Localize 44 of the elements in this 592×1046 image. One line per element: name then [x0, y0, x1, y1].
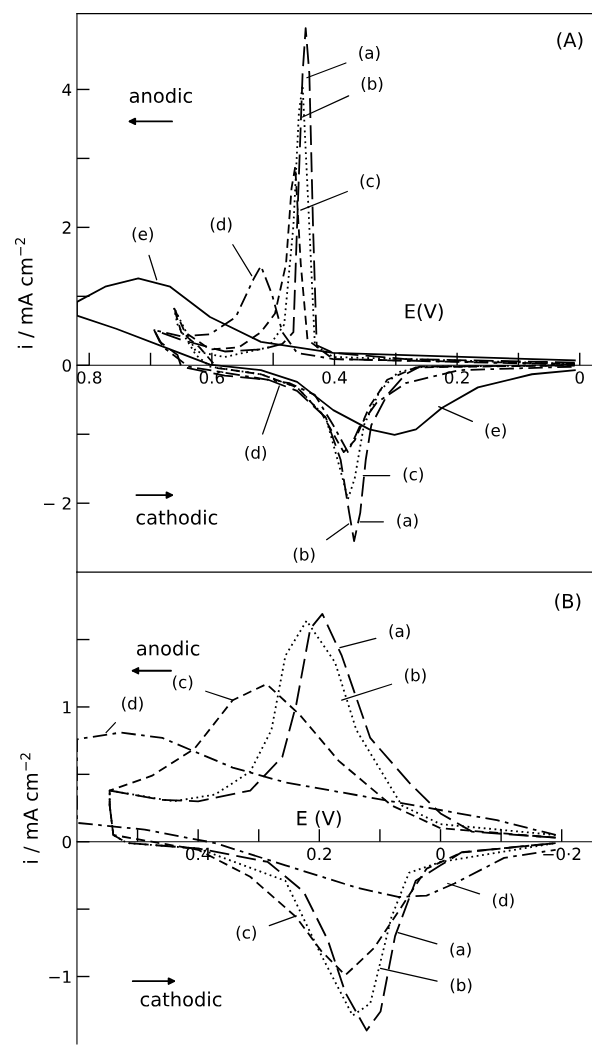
annotation: (a) [450, 942, 471, 958]
annotation: (b) [361, 77, 383, 92]
annotation: (a) [359, 46, 380, 61]
annotation: (e) [485, 423, 506, 439]
x-tick-label: 0.2 [307, 847, 331, 861]
annotation: (b) [405, 668, 426, 684]
y-tick-label: 0 [62, 359, 71, 372]
x-tick-label: −0·2 [543, 847, 581, 861]
y-tick-label: 1 [63, 701, 71, 714]
y-tick-label: − 2 [44, 497, 71, 510]
annotation: (B) [555, 593, 581, 611]
annotation: (c) [403, 467, 423, 483]
y-tick-label: 0 [62, 835, 71, 849]
y-tick-label: −1 [49, 970, 71, 983]
annotation: (a) [389, 624, 410, 640]
annotation: (d) [245, 445, 267, 461]
annotation: (b) [293, 547, 315, 563]
annotation: (b) [450, 978, 472, 994]
annotation: cathodic [136, 509, 218, 525]
y-axis-title: i / mA cm$^{−2}$ [20, 753, 40, 863]
annotation: (d) [210, 217, 232, 233]
annotation: (d) [122, 696, 143, 712]
annotation: anodic [129, 87, 192, 104]
annotation: E(V) [405, 303, 443, 321]
annotation: (e) [132, 227, 153, 243]
x-tick-label: 0.2 [444, 371, 469, 384]
annotation: cathodic [140, 991, 222, 1007]
annotation: (c) [236, 925, 256, 941]
y-tick-label: 2 [62, 221, 71, 234]
y-tick-label: 4 [62, 83, 72, 96]
annotation: (d) [492, 893, 514, 909]
annotation: (c) [360, 174, 380, 190]
x-tick-label: 0 [436, 847, 445, 861]
x-tick-label: 0.6 [199, 371, 225, 384]
x-tick-label: 0.4 [322, 371, 347, 384]
annotation: (a) [397, 513, 418, 529]
y-axis-title: i / mA cm$^{−2}$ [14, 238, 35, 348]
annotation: anodic [137, 640, 200, 656]
annotation: (c) [173, 675, 193, 691]
annotation: (A) [557, 32, 583, 50]
x-tick-label: 0 [575, 371, 584, 384]
x-tick-label: 0.4 [185, 847, 211, 861]
annotation: E (V) [297, 810, 341, 828]
x-tick-label: 0.8 [77, 371, 102, 384]
